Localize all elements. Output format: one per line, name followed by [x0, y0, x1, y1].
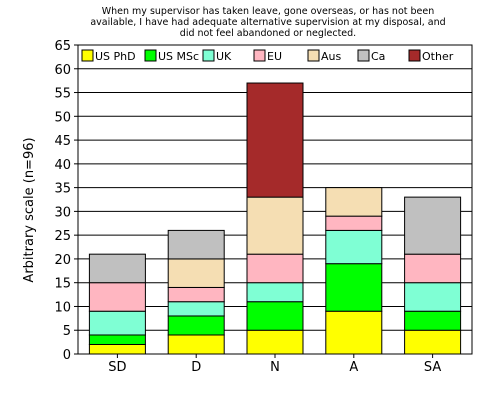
y-tick-label: 15: [54, 277, 71, 292]
legend-label: US MSc: [158, 50, 199, 63]
bar-segment-sd-uk: [88, 310, 146, 336]
bar-segment-a-aus: [325, 187, 383, 217]
y-tick-label: 25: [54, 229, 71, 244]
legend-item-ca: Ca: [357, 49, 385, 63]
legend-item-other: Other: [408, 49, 454, 63]
bar-segment-n-aus: [246, 196, 304, 255]
bar-segment-n-eu: [246, 253, 304, 284]
legend-background: [79, 46, 415, 65]
chart-title-line: When my supervisor has taken leave, gone…: [102, 6, 435, 17]
bar-segment-d-ca: [167, 229, 225, 260]
legend-swatch: [253, 49, 266, 62]
bar-segment-a-uk: [325, 229, 383, 265]
x-tick-label-sa: SA: [424, 360, 441, 375]
x-tick-labels: SD D N A SA: [108, 354, 441, 375]
legend-label: Other: [422, 50, 454, 63]
x-tick-label-sd: SD: [108, 360, 126, 375]
legend-item-uk: UK: [202, 49, 232, 63]
legend-swatch: [81, 49, 94, 62]
y-tick-label: 10: [54, 300, 71, 315]
y-axis-label: Arbitrary scale (n=96): [22, 137, 37, 282]
legend: US PhD US MSc UK EU Aus Ca Other: [79, 46, 454, 65]
bar-segment-n-other: [246, 82, 304, 198]
legend-swatch: [408, 49, 421, 62]
bar-segment-d-eu: [167, 286, 225, 303]
legend-item-eu: EU: [253, 49, 282, 63]
bar-segment-sd-ca: [88, 253, 146, 284]
y-tick-label: 30: [54, 205, 71, 220]
y-tick-labels: 0 5 10 15 20 25 30 35 40 45 50 55 60 65: [54, 39, 78, 363]
y-tick-label: 65: [54, 39, 71, 54]
bar-segment-sa-ca: [404, 196, 462, 255]
y-tick-label: 60: [54, 63, 71, 78]
legend-item-us-msc: US MSc: [144, 49, 199, 63]
legend-swatch: [202, 49, 215, 62]
bar-segment-sa-eu: [404, 253, 462, 284]
bar-segment-d-us-phd: [167, 334, 225, 355]
bar-segment-n-us-msc: [246, 301, 304, 331]
y-tick-label: 0: [63, 348, 71, 363]
bar-segment-n-uk: [246, 282, 304, 303]
y-tick-label: 35: [54, 182, 71, 197]
legend-item-us-phd: US PhD: [81, 49, 136, 63]
bar-segment-sa-uk: [404, 282, 462, 312]
y-tick-label: 20: [54, 253, 71, 268]
legend-label: EU: [267, 50, 282, 63]
x-tick-label-a: A: [349, 360, 358, 375]
chart-title-line: available, I have had adequate alternati…: [90, 17, 445, 28]
bar-segment-sd-eu: [88, 282, 146, 312]
bars: [88, 82, 462, 355]
chart-title-line: did not feel abandoned or neglected.: [180, 28, 356, 39]
legend-label: US PhD: [95, 50, 136, 63]
bar-segment-a-us-msc: [325, 263, 383, 312]
legend-label: Ca: [371, 50, 385, 63]
bar-segment-a-us-phd: [325, 310, 383, 355]
bar-segment-d-us-msc: [167, 315, 225, 336]
y-tick-label: 55: [54, 87, 71, 102]
legend-item-aus: Aus: [307, 49, 341, 63]
legend-swatch: [357, 49, 370, 62]
legend-label: UK: [216, 50, 232, 63]
y-tick-label: 45: [54, 134, 71, 149]
bar-segment-sa-us-phd: [404, 329, 462, 355]
bar-segment-d-aus: [167, 258, 225, 288]
bar-segment-n-us-phd: [246, 329, 304, 355]
legend-label: Aus: [321, 50, 341, 63]
y-tick-label: 50: [54, 110, 71, 125]
x-tick-label-d: D: [191, 360, 201, 375]
bar-segment-d-uk: [167, 301, 225, 317]
bar-segment-a-eu: [325, 215, 383, 231]
bar-segment-sd-us-msc: [88, 334, 146, 345]
legend-swatch: [307, 49, 320, 62]
y-tick-label: 5: [63, 324, 71, 339]
bar-segment-sd-us-phd: [88, 343, 146, 355]
y-tick-label: 40: [54, 158, 71, 173]
bar-segment-sa-us-msc: [404, 310, 462, 331]
chart-title: When my supervisor has taken leave, gone…: [90, 6, 445, 39]
legend-swatch: [144, 49, 157, 62]
x-tick-label-n: N: [270, 360, 280, 375]
